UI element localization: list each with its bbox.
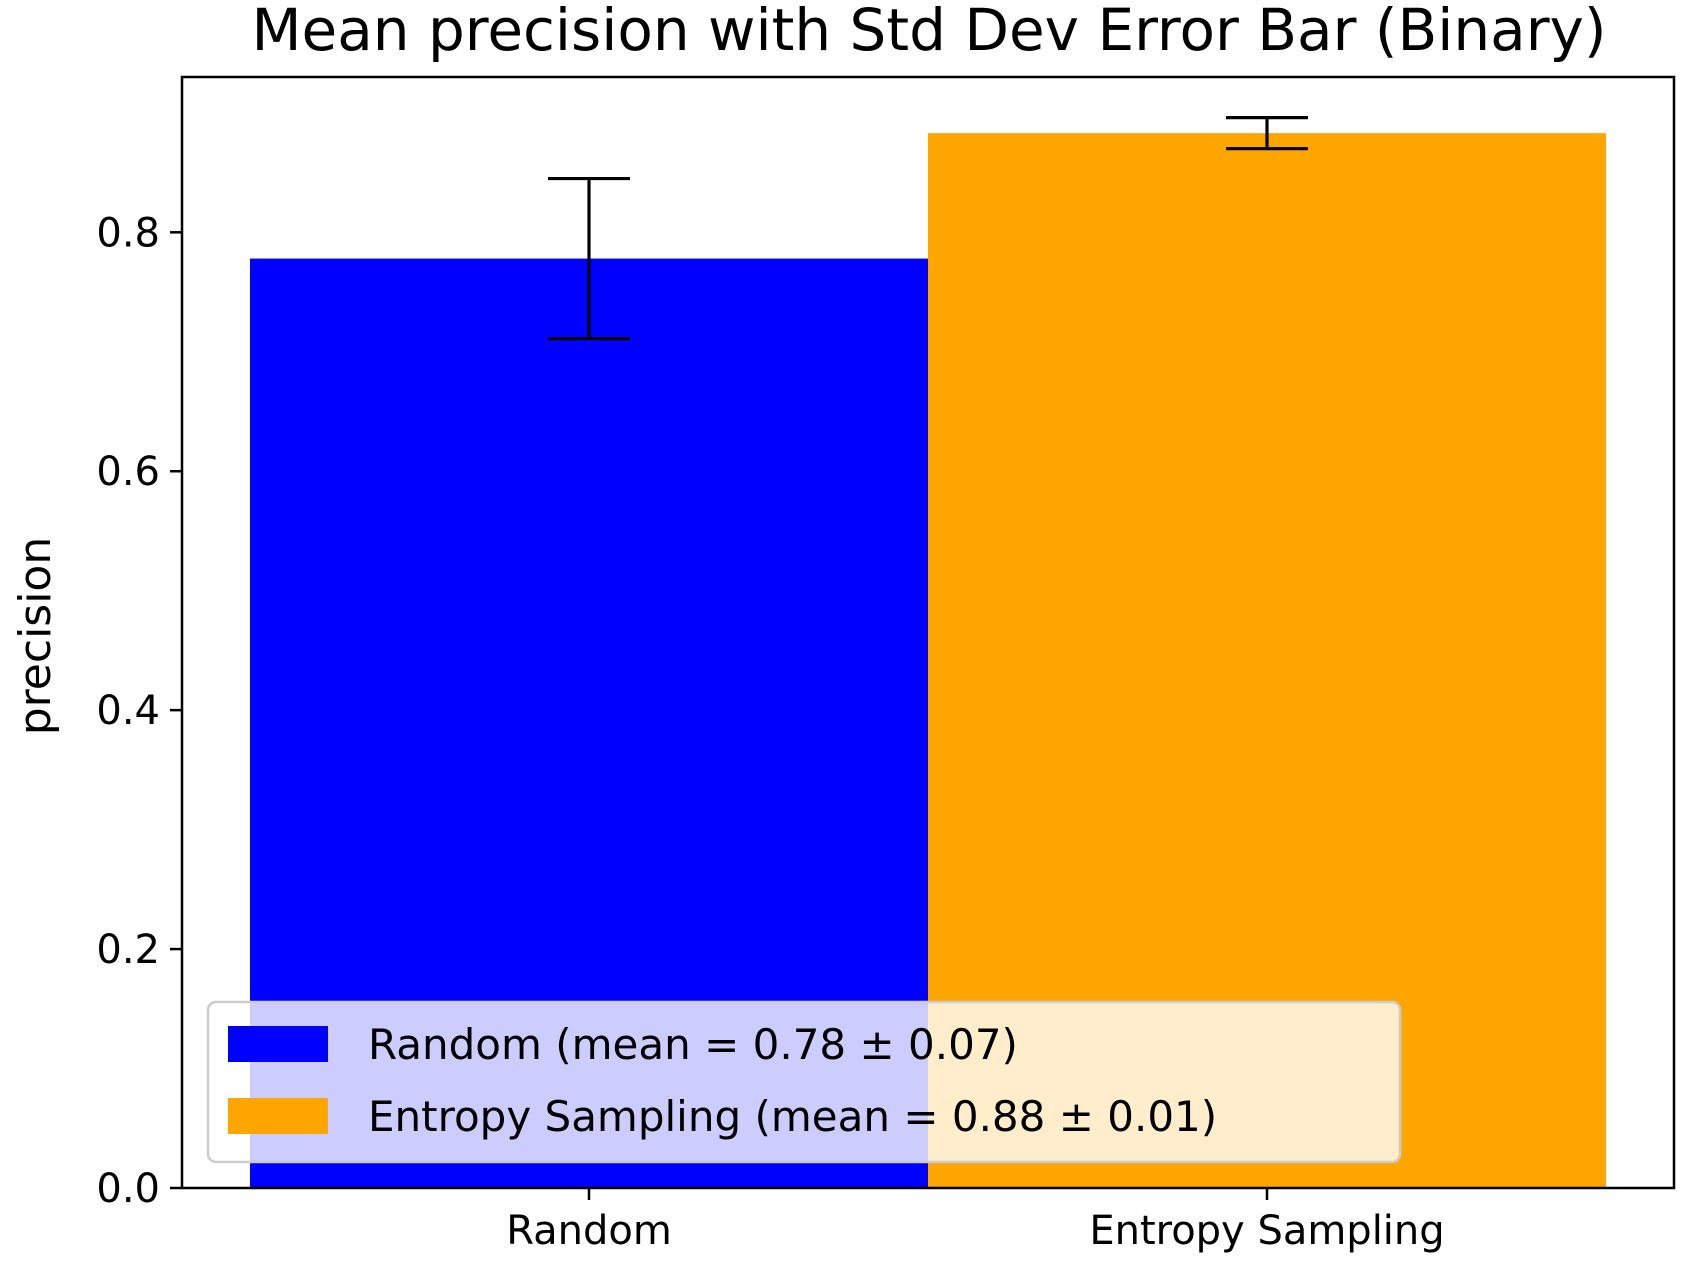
legend-label-1: Entropy Sampling (mean = 0.88 ± 0.01): [368, 1092, 1217, 1141]
y-tick-label-3: 0.6: [96, 449, 160, 495]
y-tick-label-4: 0.8: [96, 210, 160, 256]
plot-frame: [180, 75, 1676, 1190]
legend-swatch-1: [228, 1098, 328, 1134]
y-axis-label: precision: [10, 537, 61, 736]
legend-box: [206, 1000, 1402, 1164]
legend-swatch-0: [228, 1026, 328, 1062]
legend-label-0: Random (mean = 0.78 ± 0.07): [368, 1020, 1018, 1069]
y-tick-label-1: 0.2: [96, 927, 160, 973]
x-tick-label-1: Entropy Sampling: [1089, 1208, 1444, 1254]
x-tick-label-0: Random: [506, 1208, 672, 1254]
plot-area: Random (mean = 0.78 ± 0.07) Entropy Sampl…: [96, 75, 1676, 1254]
y-tick-label-2: 0.4: [96, 688, 160, 734]
y-tick-label-0: 0.0: [96, 1166, 160, 1212]
chart-title: Mean precision with Std Dev Error Bar (B…: [251, 0, 1606, 64]
